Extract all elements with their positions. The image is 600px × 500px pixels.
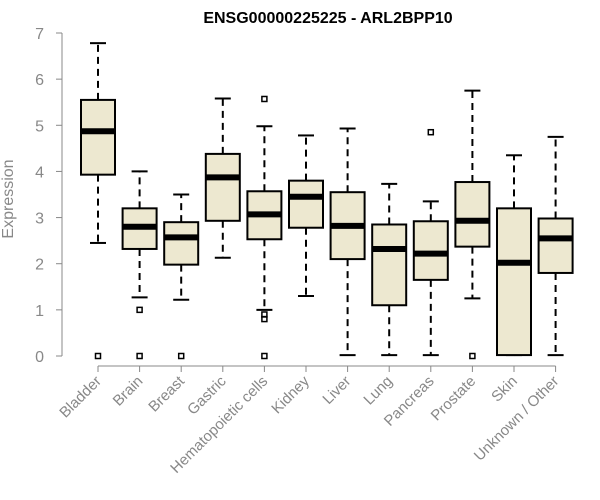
box-skin	[496, 154, 532, 357]
iqr-box	[454, 181, 491, 248]
box-prostate	[454, 89, 491, 360]
y-tick-label: 2	[35, 257, 44, 274]
iqr-box	[163, 221, 200, 266]
box-kidney	[288, 134, 324, 298]
y-tick-label: 5	[35, 118, 44, 135]
outlier-point	[94, 352, 102, 360]
iqr-box	[371, 223, 408, 307]
iqr-box	[204, 152, 241, 222]
outlier-point	[136, 306, 143, 314]
box-liver	[329, 127, 366, 357]
box-hematopoietic-cells	[246, 95, 283, 360]
iqr-box	[288, 179, 324, 229]
outlier-point	[261, 95, 268, 103]
outlier-point	[427, 128, 435, 136]
outlier-point	[469, 352, 476, 360]
x-tick-label: Bladder	[56, 373, 105, 422]
outlier-point	[261, 352, 268, 360]
box-lung	[371, 182, 408, 357]
x-tick-label: Brain	[110, 373, 147, 410]
y-tick-label: 6	[35, 72, 44, 89]
outlier-point	[177, 352, 185, 360]
y-axis-label: Expression	[0, 159, 17, 238]
box-pancreas	[412, 128, 449, 357]
y-tick-label: 0	[35, 349, 44, 366]
iqr-box	[496, 207, 532, 357]
y-tick-label: 7	[35, 26, 44, 43]
y-tick-label: 4	[35, 164, 44, 181]
x-tick-label: Breast	[145, 372, 188, 415]
box-unknown-other	[537, 135, 574, 357]
x-tick-label: Skin	[488, 373, 521, 406]
box-group	[80, 42, 574, 360]
y-tick-label: 3	[35, 211, 44, 228]
x-tick-label: Lung	[360, 373, 396, 409]
x-tick-label: Kidney	[268, 372, 313, 417]
box-brain	[121, 170, 158, 360]
box-breast	[163, 193, 200, 360]
x-tick-label: Liver	[319, 373, 354, 408]
y-tick-label: 1	[35, 303, 44, 320]
chart-title: ENSG00000225225 - ARL2BPP10	[203, 10, 452, 27]
box-bladder	[80, 42, 116, 360]
iqr-box	[80, 98, 116, 176]
x-tick-label: Prostate	[428, 373, 480, 425]
y-axis: 0 1 2 3 4 5 6 7	[35, 26, 63, 366]
box-gastric	[204, 97, 241, 259]
outlier-point	[261, 315, 268, 323]
outlier-point	[136, 352, 143, 360]
iqr-box	[537, 217, 574, 274]
